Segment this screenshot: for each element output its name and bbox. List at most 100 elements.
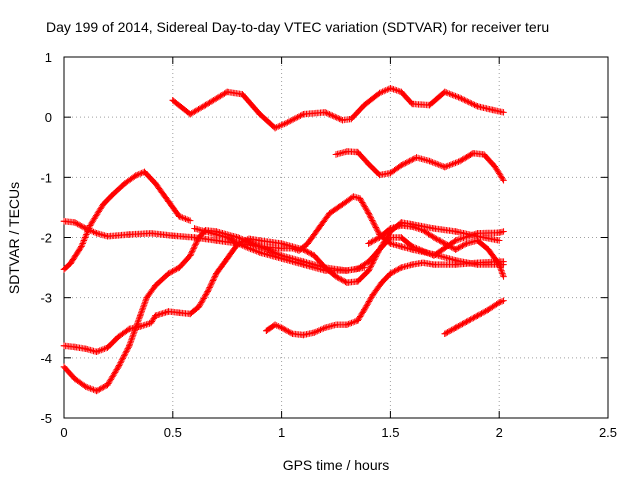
data-point <box>350 193 357 200</box>
data-point <box>456 94 464 102</box>
data-point <box>263 327 270 334</box>
data-point <box>354 278 361 285</box>
data-point <box>474 312 481 319</box>
x-tick-label: 0 <box>60 425 67 440</box>
data-point <box>398 88 405 96</box>
data-point <box>121 180 129 187</box>
series-markers <box>169 85 506 132</box>
data-point <box>239 91 246 98</box>
data-point <box>332 151 340 158</box>
x-tick-label: 2 <box>496 425 503 440</box>
data-point <box>104 381 111 389</box>
data-point <box>452 324 459 331</box>
data-point <box>452 246 459 253</box>
data-point <box>93 387 100 395</box>
data-point <box>413 154 420 161</box>
y-tick-label: -2 <box>40 231 52 246</box>
data-point <box>354 148 361 156</box>
data-point <box>202 228 209 235</box>
data-point <box>496 299 503 306</box>
series-markers <box>60 168 192 273</box>
data-point <box>496 261 503 268</box>
data-point <box>187 310 194 318</box>
data-point <box>474 259 481 266</box>
data-point <box>463 240 470 247</box>
data-point <box>339 201 346 208</box>
data-point <box>321 267 329 274</box>
series-s8 <box>263 258 507 339</box>
data-point <box>365 160 372 168</box>
series-s1 <box>169 85 507 132</box>
series-s7 <box>191 225 368 274</box>
data-point <box>500 109 507 116</box>
data-point <box>115 363 122 371</box>
data-point <box>93 230 100 237</box>
data-point <box>387 169 394 177</box>
data-point <box>408 243 416 250</box>
data-point <box>339 116 346 124</box>
data-point <box>474 103 481 110</box>
data-point <box>99 201 107 208</box>
data-point <box>300 261 307 268</box>
data-point <box>408 223 416 230</box>
data-point <box>500 297 507 304</box>
data-point <box>441 240 448 247</box>
data-point <box>452 261 459 268</box>
data-point <box>71 343 79 351</box>
data-point <box>426 157 433 165</box>
data-point <box>104 233 111 240</box>
data-point <box>365 258 372 265</box>
data-point <box>278 324 285 331</box>
series-s9 <box>365 222 507 280</box>
data-point <box>387 270 394 277</box>
y-tick-label: 0 <box>45 110 52 125</box>
x-axis-label: GPS time / hours <box>283 457 390 473</box>
data-point <box>311 252 318 259</box>
data-point <box>93 348 100 356</box>
data-point <box>245 245 253 252</box>
data-point <box>141 168 148 176</box>
data-point <box>398 264 405 271</box>
data-point <box>452 228 459 235</box>
data-point <box>365 267 372 274</box>
data-point <box>500 258 507 265</box>
data-point <box>463 318 470 325</box>
data-point <box>369 291 377 298</box>
data-point <box>256 243 264 250</box>
data-point <box>224 234 231 241</box>
x-tick-label: 1 <box>278 425 285 440</box>
data-point <box>278 240 285 247</box>
data-point <box>398 222 405 229</box>
data-point <box>491 163 499 170</box>
data-point <box>469 150 477 157</box>
data-point <box>326 210 333 217</box>
data-point <box>126 325 133 333</box>
data-point <box>115 333 122 340</box>
data-point <box>485 246 492 253</box>
data-point <box>376 234 383 241</box>
y-tick-label: -4 <box>40 351 52 366</box>
series-s2 <box>332 148 507 184</box>
data-point <box>78 243 85 250</box>
data-point <box>67 260 74 267</box>
data-point <box>419 227 427 234</box>
data-point <box>361 264 368 271</box>
data-point <box>71 375 79 383</box>
series-s5 <box>60 228 507 356</box>
data-point <box>343 279 351 286</box>
data-point <box>300 246 307 253</box>
series-markers <box>441 298 506 337</box>
data-point <box>187 110 194 118</box>
data-point <box>256 249 264 256</box>
data-point <box>224 88 231 96</box>
data-point <box>430 225 438 232</box>
series-s4 <box>60 193 507 268</box>
data-point <box>136 312 144 319</box>
data-point <box>165 308 172 315</box>
data-point <box>343 321 351 328</box>
data-point <box>176 264 183 271</box>
data-point <box>354 265 361 272</box>
data-point <box>430 261 438 268</box>
data-point <box>300 110 307 118</box>
